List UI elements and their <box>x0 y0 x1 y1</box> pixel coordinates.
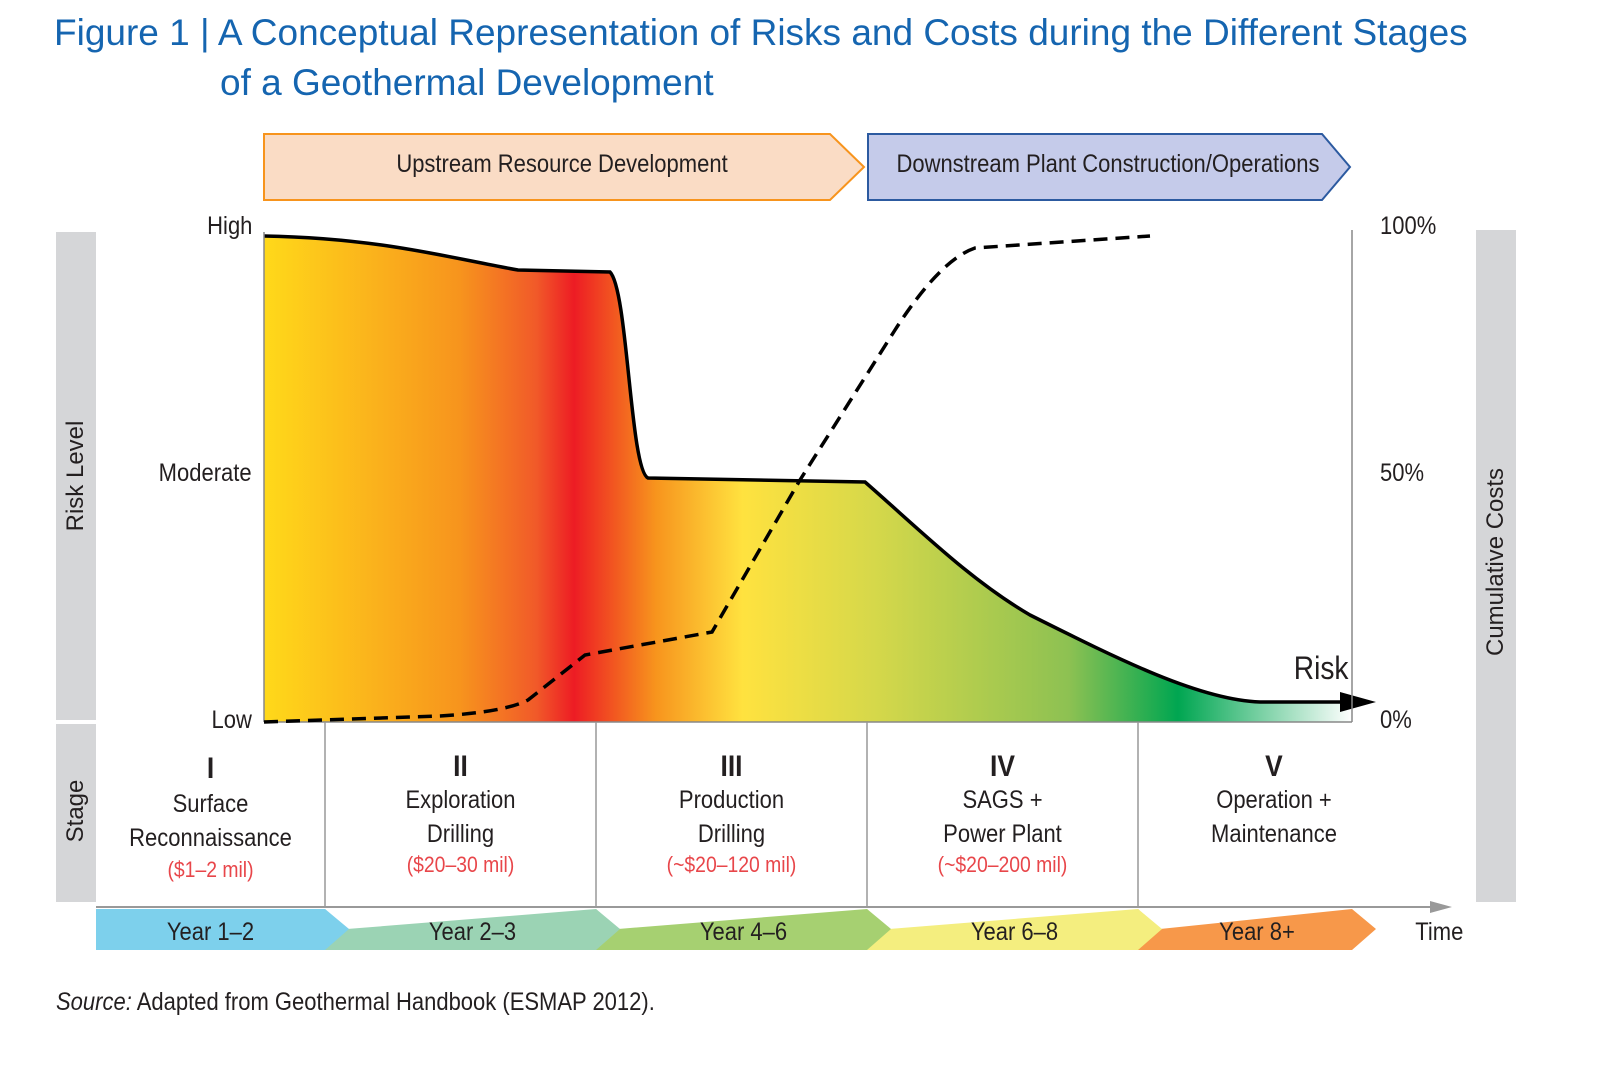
time-label: Time <box>1415 918 1464 946</box>
stage-bar <box>56 724 96 902</box>
stage-cost: (~$20–200 mil) <box>937 852 1068 877</box>
tick-high: High <box>206 212 252 240</box>
phase-upstream-label: Upstream Resource Development <box>396 150 728 178</box>
source-prefix: Source: <box>56 988 132 1016</box>
year-arrow <box>596 909 891 950</box>
tick-100: 100% <box>1380 212 1437 240</box>
stage-name-line-2: Drilling <box>426 820 495 848</box>
stage-numeral: II <box>453 750 468 783</box>
phase-downstream-label: Downstream Plant Construction/Operations <box>896 150 1320 178</box>
year-label: Year 2–3 <box>428 918 517 946</box>
tick-moderate: Moderate <box>159 459 252 487</box>
stage-cost: (~$20–120 mil) <box>666 852 797 877</box>
tick-0: 0% <box>1380 706 1412 734</box>
cumulative-costs-bar <box>1476 230 1516 902</box>
stage-name-line-1: Surface <box>172 790 249 818</box>
title-line-2: of a Geothermal Development <box>220 62 714 103</box>
year-label: Year 1–2 <box>166 918 255 946</box>
stage-name-line-1: Production <box>678 786 785 814</box>
source-note: Source: Adapted from Geothermal Handbook… <box>56 988 655 1017</box>
risk-label: Risk <box>1293 650 1349 686</box>
stage-title: Stage <box>62 779 89 843</box>
cumulative-costs-title: Cumulative Costs <box>1482 467 1509 656</box>
stage-name-line-1: SAGS + <box>962 786 1043 814</box>
stage-dividers <box>324 722 1139 907</box>
stage-numeral: V <box>1265 750 1283 783</box>
cumulative-cost-curve <box>263 234 1151 724</box>
phase-downstream-arrow <box>867 133 1352 201</box>
stage-cost: ($20–30 mil) <box>406 852 515 877</box>
title-line-1: Figure 1 | A Conceptual Representation o… <box>54 12 1468 53</box>
stage-name-line-1: Operation + <box>1216 786 1332 814</box>
year-label: Year 6–8 <box>970 918 1059 946</box>
year-arrow <box>867 909 1162 950</box>
source-text: Adapted from Geothermal Handbook (ESMAP … <box>131 988 655 1016</box>
phase-upstream-arrow <box>263 133 866 201</box>
risk-area <box>264 236 1352 722</box>
risk-curve <box>263 234 1345 704</box>
stage-numeral: I <box>206 752 215 785</box>
figure-title: Figure 1 | A Conceptual Representation o… <box>54 8 1468 108</box>
risk-arrowhead <box>1340 692 1376 712</box>
stage-numeral: III <box>720 750 743 783</box>
year-arrow <box>325 909 620 950</box>
tick-50: 50% <box>1380 459 1425 487</box>
stage-name-line-2: Reconnaissance <box>129 824 292 852</box>
year-arrow <box>1138 909 1376 950</box>
year-label: Year 4–6 <box>699 918 788 946</box>
year-label: Year 8+ <box>1219 918 1295 946</box>
risk-level-bar <box>56 232 96 720</box>
year-arrows <box>96 909 1376 950</box>
stage-name-line-1: Exploration <box>405 786 516 814</box>
risk-level-title: Risk Level <box>62 420 89 532</box>
tick-low: Low <box>211 706 252 734</box>
stage-name-line-2: Drilling <box>697 820 766 848</box>
stage-name-line-2: Maintenance <box>1211 820 1337 848</box>
year-arrow <box>96 909 349 950</box>
stage-numeral: IV <box>990 750 1015 783</box>
stage-name-line-2: Power Plant <box>943 820 1062 848</box>
stage-cost: ($1–2 mil) <box>167 857 254 882</box>
time-arrowhead <box>1430 901 1452 913</box>
